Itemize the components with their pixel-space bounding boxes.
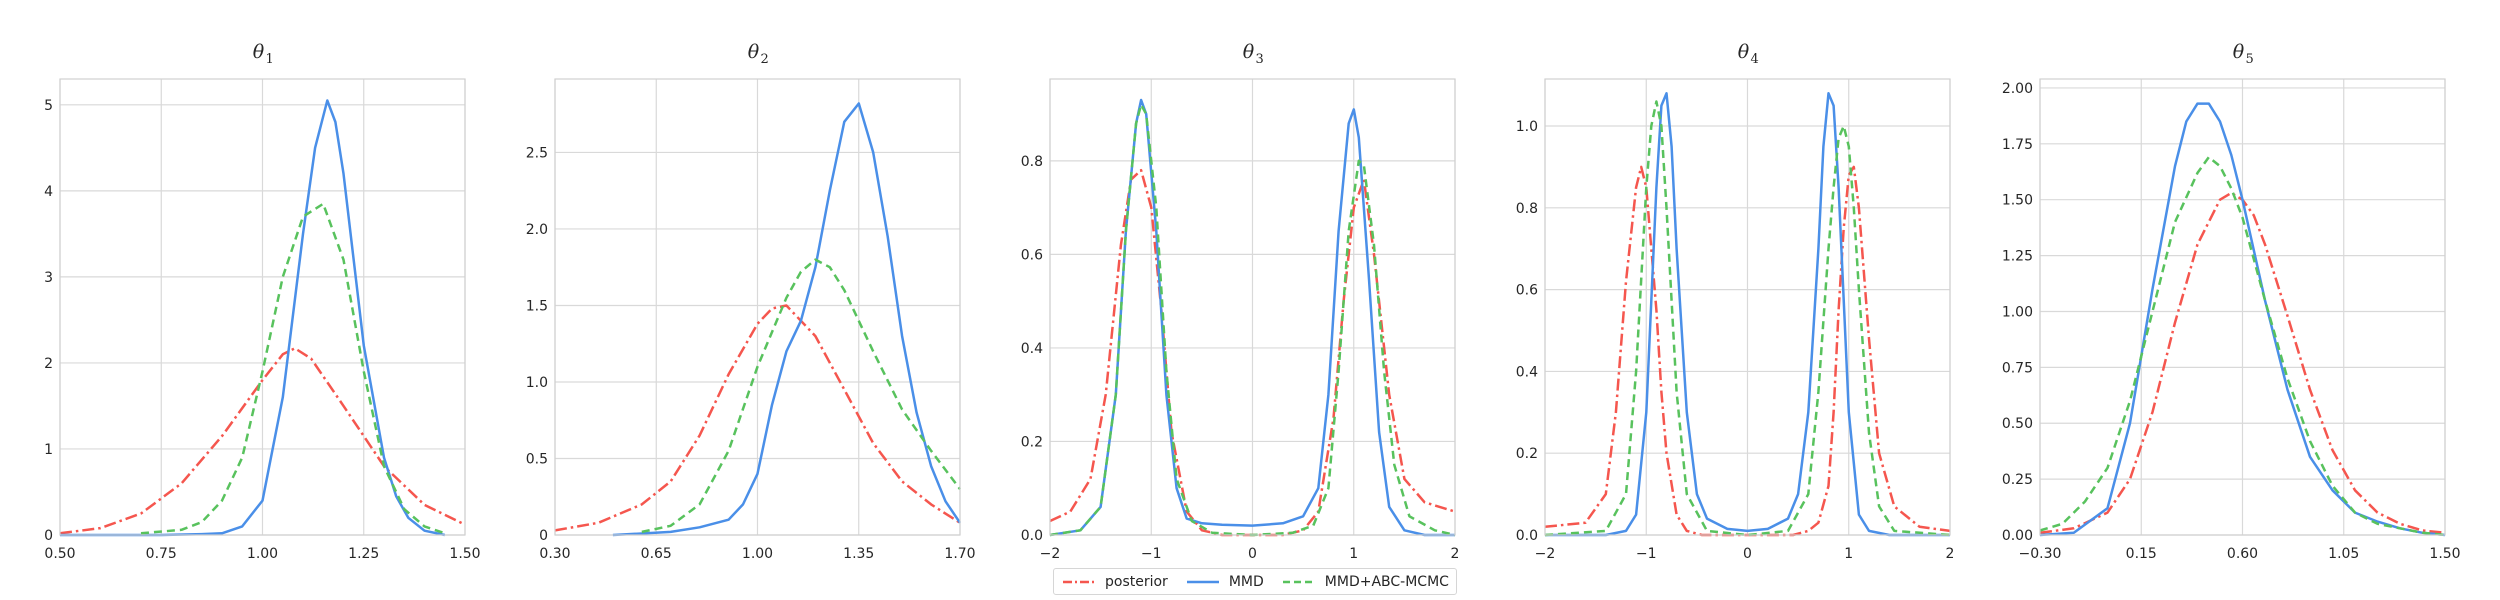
x-tick-label: 0	[1248, 546, 1257, 562]
y-tick-label: 0.8	[1516, 201, 1538, 217]
plot-frame	[1544, 78, 1951, 536]
x-tick-label: 1.00	[742, 546, 773, 562]
y-tick-label: 0	[44, 528, 53, 544]
x-tick-label: −2	[1535, 546, 1556, 562]
y-tick-label: 4	[44, 184, 53, 200]
subplot-title-subscript: 1	[266, 52, 274, 67]
subplot-title: θ	[1738, 41, 1750, 63]
subplot-theta-2: 0.30 0.65 1.00 1.35 1.70 0 0.5 1.0 1.5 2.0 2.5 θ 2	[526, 41, 976, 562]
x-tick-label: 1.05	[2328, 546, 2359, 562]
plot-frame	[59, 78, 466, 536]
subplot-title-subscript: 5	[2246, 52, 2254, 67]
y-tick-label: 1.0	[526, 375, 548, 391]
x-tick-label: 0.15	[2126, 546, 2157, 562]
subplot-title-subscript: 4	[1751, 52, 1759, 67]
y-tick-label: 2.0	[526, 222, 548, 238]
series-line-mmd_abc	[2039, 155, 2446, 537]
y-tick-label: 0.5	[526, 451, 548, 467]
x-tick-label: 0.65	[641, 546, 672, 562]
legend-swatch-mmd-abc-mcmc	[1282, 580, 1315, 583]
subplot-title: θ	[1243, 41, 1255, 63]
series-line-mmd	[612, 102, 962, 537]
y-tick-label: 0.00	[2002, 528, 2033, 544]
y-tick-label: 2.00	[2002, 81, 2033, 97]
x-tick-label: 1.70	[944, 546, 975, 562]
series-line-mmd	[2039, 102, 2446, 537]
x-tick-label: 1.25	[348, 546, 379, 562]
y-tick-label: 1	[44, 442, 53, 458]
legend-item-posterior: posterior	[1062, 574, 1168, 590]
legend-swatch-posterior	[1063, 580, 1095, 583]
x-tick-label: 0.50	[44, 546, 75, 562]
y-tick-label: 0.75	[2002, 360, 2033, 376]
x-tick-label: 0.75	[146, 546, 177, 562]
subplot-title-subscript: 3	[1256, 52, 1264, 67]
legend: posterior MMD MMD+ABC-MCMC	[1053, 568, 1457, 595]
x-tick-label: 2	[1451, 546, 1460, 562]
y-tick-label: 0.8	[1021, 154, 1043, 170]
y-tick-label: 0.4	[1021, 341, 1043, 357]
x-tick-label: 1	[1844, 546, 1853, 562]
plot-frame	[1049, 78, 1456, 536]
x-tick-label: 2	[1946, 546, 1955, 562]
x-tick-label: 1.35	[843, 546, 874, 562]
y-tick-label: 0.0	[1516, 528, 1538, 544]
y-tick-label: 1.0	[1516, 119, 1538, 135]
x-tick-label: 1.00	[247, 546, 278, 562]
y-tick-label: 1.25	[2002, 249, 2033, 265]
x-tick-label: 1.50	[449, 546, 480, 562]
subplot-theta-5: −0.30 0.15 0.60 1.05 1.50 0.00 0.25 0.50 0.75 1.0…	[2002, 41, 2461, 562]
y-tick-label: 2	[44, 356, 53, 372]
series-line-mmd_abc	[641, 258, 961, 534]
y-tick-label: 0.4	[1516, 364, 1538, 380]
x-tick-label: −0.30	[2019, 546, 2062, 562]
x-tick-label: 1.50	[2429, 546, 2460, 562]
x-tick-label: 0.60	[2227, 546, 2258, 562]
plot-frame	[2039, 78, 2446, 536]
y-tick-label: 1.50	[2002, 193, 2033, 209]
legend-swatch-mmd	[1186, 580, 1219, 583]
y-tick-label: 0.2	[1516, 446, 1538, 462]
x-tick-label: 1	[1349, 546, 1358, 562]
y-tick-label: 3	[44, 270, 53, 286]
series-line-mmd_abc	[140, 202, 446, 535]
subplot-title: θ	[2233, 41, 2245, 63]
y-tick-label: 1.5	[526, 298, 548, 314]
y-tick-label: 0.0	[1021, 528, 1043, 544]
legend-item-mmd: MMD	[1186, 574, 1264, 590]
y-tick-label: 0	[539, 528, 548, 544]
subplot-title-subscript: 2	[761, 52, 769, 67]
subplot-theta-3: −2 −1 0 1 2 0.0 0.2 0.4 0.6 0.8 θ 3	[1021, 41, 1460, 562]
plot-frame	[554, 78, 961, 536]
y-tick-label: 0.2	[1021, 434, 1043, 450]
x-tick-label: −1	[1636, 546, 1657, 562]
y-tick-label: 0.6	[1021, 247, 1043, 263]
series-line-mmd_abc	[1544, 100, 1951, 537]
legend-label-mmd: MMD	[1228, 573, 1264, 590]
legend-item-mmd-abc-mcmc: MMD+ABC-MCMC	[1282, 574, 1449, 590]
legend-label-mmd-abc-mcmc: MMD+ABC-MCMC	[1324, 573, 1449, 590]
x-tick-label: 0	[1743, 546, 1752, 562]
x-tick-label: 0.30	[539, 546, 570, 562]
y-tick-label: 1.00	[2002, 304, 2033, 320]
y-tick-label: 0.50	[2002, 416, 2033, 432]
subplot-theta-4: −2 −1 0 1 2 0.0 0.2 0.4 0.6 0.8 1.0 θ 4	[1516, 41, 1955, 562]
subplot-title: θ	[253, 41, 265, 63]
y-tick-label: 0.25	[2002, 472, 2033, 488]
y-tick-label: 5	[44, 98, 53, 114]
series-line-mmd	[1545, 92, 1950, 537]
series-line-mmd	[60, 99, 446, 537]
legend-label-posterior: posterior	[1105, 573, 1168, 590]
x-tick-label: −2	[1040, 546, 1061, 562]
y-tick-label: 1.75	[2002, 137, 2033, 153]
x-tick-label: −1	[1141, 546, 1162, 562]
y-tick-label: 0.6	[1516, 283, 1538, 299]
y-tick-label: 2.5	[526, 145, 548, 161]
subplot-title: θ	[748, 41, 760, 63]
series-line-posterior	[2039, 191, 2446, 535]
